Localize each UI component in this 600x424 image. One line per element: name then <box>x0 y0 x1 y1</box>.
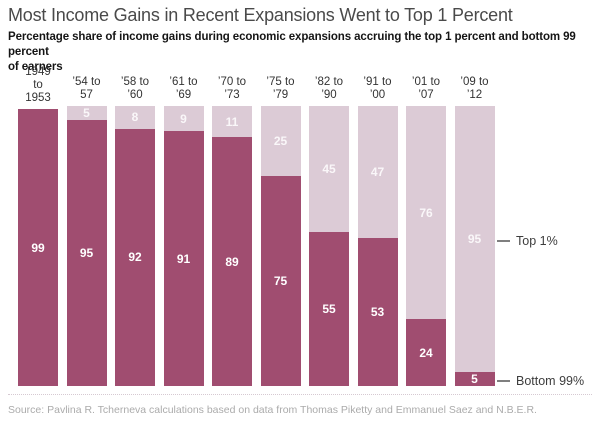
bottom99-segment: 99 <box>18 109 58 387</box>
bar-category-label: ’01 to ’07 <box>411 76 441 102</box>
bar-column: ’70 to ’73 11 89 <box>212 76 252 387</box>
bar-category-label: ’82 to ’90 <box>314 76 344 102</box>
top1-segment: 95 <box>454 106 495 373</box>
bar-category-label: ’91 to ’00 <box>363 76 392 102</box>
legend-dash-icon <box>497 380 510 382</box>
chart-title: Most Income Gains in Recent Expansions W… <box>8 5 513 25</box>
baseline-axis <box>8 394 592 395</box>
bar-category-label: ’61 to ’69 <box>169 76 198 102</box>
top1-segment: 5 <box>66 106 107 121</box>
legend-dash-icon <box>497 240 510 242</box>
top1-segment: 47 <box>357 106 398 238</box>
bottom99-segment: 53 <box>357 237 398 387</box>
top1-segment: 11 <box>212 106 252 137</box>
bar-stack: 45 55 <box>309 106 349 387</box>
bar-column: ’75 to ’79 25 75 <box>260 76 301 387</box>
legend-top1: Top 1% <box>497 233 558 249</box>
bottom99-segment: 75 <box>260 176 301 387</box>
bar-category-label: ’75 to ’79 <box>266 76 295 102</box>
bottom99-segment: 91 <box>163 131 204 387</box>
bar-stack: 9 91 <box>163 106 204 387</box>
bar-column: ’54 to 57 5 95 <box>66 76 107 387</box>
top1-segment: 9 <box>163 106 204 132</box>
legend-top1-label: Top 1% <box>516 234 558 248</box>
top1-segment: 25 <box>260 106 301 177</box>
top1-segment: 76 <box>406 106 446 319</box>
bar-stack: 8 92 <box>115 106 155 387</box>
bottom99-segment: 55 <box>309 232 349 387</box>
bar-column: ’91 to ’00 47 53 <box>357 76 398 387</box>
bar-column: ’58 to ’60 8 92 <box>115 76 155 387</box>
bar-category-label: ’09 to ’12 <box>460 76 489 102</box>
bar-category-label: ’54 to 57 <box>72 76 101 102</box>
source-note: Source: Pavlina R. Tcherneva calculation… <box>8 404 537 416</box>
bottom99-segment: 24 <box>406 319 446 387</box>
bottom99-segment: 5 <box>454 372 495 387</box>
bar-category-label: 1949 to 1953 <box>25 66 51 104</box>
bar-stack: 95 5 <box>454 106 495 387</box>
chart-subtitle: Percentage share of income gains during … <box>8 31 576 74</box>
bottom99-segment: 89 <box>212 137 252 387</box>
bottom99-segment: 92 <box>115 128 155 387</box>
bar-stack: 11 89 <box>212 106 252 387</box>
bar-column: 1949 to 1953 99 <box>18 66 58 387</box>
bar-stack: 25 75 <box>260 106 301 387</box>
bar-category-label: ’58 to ’60 <box>120 76 150 102</box>
legend-bottom99: Bottom 99% <box>497 373 584 389</box>
bar-stack: 76 24 <box>406 106 446 387</box>
bar-column: ’82 to ’90 45 55 <box>309 76 349 387</box>
top1-segment: 8 <box>115 106 155 129</box>
legend-bottom99-label: Bottom 99% <box>516 374 585 388</box>
bar-columns: 1949 to 1953 99’54 to 57 5 95’58 to ’60 8 92’… <box>18 66 495 387</box>
top1-segment: 45 <box>309 106 349 233</box>
bar-column: ’61 to ’69 9 91 <box>163 76 204 387</box>
bar-category-label: ’70 to ’73 <box>217 76 247 102</box>
bar-column: ’09 to ’12 95 5 <box>454 76 495 387</box>
bar-column: ’01 to ’07 76 24 <box>406 76 446 387</box>
bar-stack: 47 53 <box>357 106 398 387</box>
bar-stack: 5 95 <box>66 106 107 387</box>
bar-stack: 99 <box>18 109 58 387</box>
bottom99-segment: 95 <box>66 120 107 387</box>
